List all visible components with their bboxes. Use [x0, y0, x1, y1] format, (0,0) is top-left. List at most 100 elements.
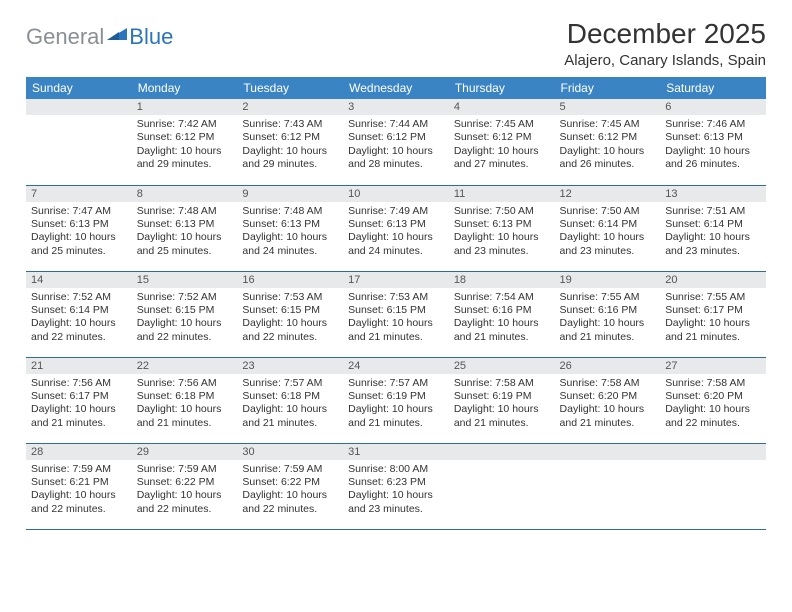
- sunrise-value: 7:48 AM: [178, 205, 217, 217]
- title-block: December 2025 Alajero, Canary Islands, S…: [564, 18, 766, 69]
- daylight-line: Daylight: 10 hours and 25 minutes.: [137, 231, 233, 258]
- day-details: Sunrise: 7:59 AMSunset: 6:21 PMDaylight:…: [26, 460, 132, 521]
- sunset-line: Sunset: 6:22 PM: [242, 476, 338, 489]
- sunrise-line: Sunrise: 7:57 AM: [242, 377, 338, 390]
- sunset-line: Sunset: 6:15 PM: [348, 304, 444, 317]
- sunrise-label: Sunrise:: [242, 205, 281, 217]
- day-number: 27: [660, 358, 766, 374]
- day-number: 30: [237, 444, 343, 460]
- brand-word-gray: General: [26, 24, 104, 50]
- sunrise-label: Sunrise:: [348, 118, 387, 130]
- sunrise-label: Sunrise:: [560, 377, 599, 389]
- calendar-week-row: 28Sunrise: 7:59 AMSunset: 6:21 PMDayligh…: [26, 443, 766, 529]
- sunrise-label: Sunrise:: [137, 205, 176, 217]
- daylight-label: Daylight:: [137, 231, 178, 243]
- daylight-label: Daylight:: [137, 145, 178, 157]
- calendar-day-cell: 31Sunrise: 8:00 AMSunset: 6:23 PMDayligh…: [343, 443, 449, 529]
- day-details: Sunrise: 7:58 AMSunset: 6:20 PMDaylight:…: [555, 374, 661, 435]
- daylight-label: Daylight:: [665, 403, 706, 415]
- sunrise-label: Sunrise:: [348, 463, 387, 475]
- day-number: 5: [555, 99, 661, 115]
- calendar-day-cell: 4Sunrise: 7:45 AMSunset: 6:12 PMDaylight…: [449, 99, 555, 185]
- daylight-line: Daylight: 10 hours and 22 minutes.: [242, 317, 338, 344]
- sunrise-value: 7:48 AM: [284, 205, 323, 217]
- sunset-label: Sunset:: [348, 476, 384, 488]
- weekday-heading: Sunday: [26, 77, 132, 99]
- sunrise-value: 7:59 AM: [284, 463, 323, 475]
- sunrise-value: 7:58 AM: [601, 377, 640, 389]
- sunrise-label: Sunrise:: [665, 205, 704, 217]
- daylight-line: Daylight: 10 hours and 24 minutes.: [348, 231, 444, 258]
- daylight-label: Daylight:: [665, 145, 706, 157]
- daylight-line: Daylight: 10 hours and 23 minutes.: [665, 231, 761, 258]
- daylight-label: Daylight:: [454, 231, 495, 243]
- sunset-line: Sunset: 6:15 PM: [137, 304, 233, 317]
- sunset-label: Sunset:: [560, 304, 596, 316]
- calendar-day-cell: 13Sunrise: 7:51 AMSunset: 6:14 PMDayligh…: [660, 185, 766, 271]
- sunrise-line: Sunrise: 7:46 AM: [665, 118, 761, 131]
- location-subtitle: Alajero, Canary Islands, Spain: [564, 52, 766, 69]
- sunrise-line: Sunrise: 7:48 AM: [137, 205, 233, 218]
- day-number: 23: [237, 358, 343, 374]
- sunrise-line: Sunrise: 7:56 AM: [31, 377, 127, 390]
- daylight-line: Daylight: 10 hours and 26 minutes.: [560, 145, 656, 172]
- sunrise-value: 7:57 AM: [390, 377, 429, 389]
- day-number: [555, 444, 661, 460]
- sunset-line: Sunset: 6:12 PM: [454, 131, 550, 144]
- sunset-line: Sunset: 6:17 PM: [665, 304, 761, 317]
- daylight-label: Daylight:: [31, 317, 72, 329]
- sunrise-value: 7:46 AM: [707, 118, 746, 130]
- day-number: 6: [660, 99, 766, 115]
- sunrise-label: Sunrise:: [560, 291, 599, 303]
- sunrise-label: Sunrise:: [560, 118, 599, 130]
- sunrise-value: 7:58 AM: [707, 377, 746, 389]
- sunrise-value: 7:55 AM: [601, 291, 640, 303]
- day-number: [26, 99, 132, 115]
- calendar-day-cell: 28Sunrise: 7:59 AMSunset: 6:21 PMDayligh…: [26, 443, 132, 529]
- calendar-table: Sunday Monday Tuesday Wednesday Thursday…: [26, 77, 766, 530]
- daylight-label: Daylight:: [560, 145, 601, 157]
- sunrise-label: Sunrise:: [348, 291, 387, 303]
- calendar-day-cell: [26, 99, 132, 185]
- sunset-value: 6:15 PM: [281, 304, 320, 316]
- sunrise-label: Sunrise:: [665, 291, 704, 303]
- calendar-day-cell: 12Sunrise: 7:50 AMSunset: 6:14 PMDayligh…: [555, 185, 661, 271]
- daylight-line: Daylight: 10 hours and 22 minutes.: [137, 489, 233, 516]
- day-number: 16: [237, 272, 343, 288]
- sunrise-value: 7:59 AM: [72, 463, 111, 475]
- day-number: 12: [555, 186, 661, 202]
- calendar-day-cell: 25Sunrise: 7:58 AMSunset: 6:19 PMDayligh…: [449, 357, 555, 443]
- sunrise-value: 7:45 AM: [601, 118, 640, 130]
- sunset-value: 6:22 PM: [175, 476, 214, 488]
- daylight-line: Daylight: 10 hours and 21 minutes.: [348, 403, 444, 430]
- sunset-value: 6:12 PM: [387, 131, 426, 143]
- daylight-label: Daylight:: [560, 403, 601, 415]
- daylight-line: Daylight: 10 hours and 21 minutes.: [560, 317, 656, 344]
- daylight-label: Daylight:: [242, 231, 283, 243]
- sunrise-label: Sunrise:: [137, 377, 176, 389]
- brand-word-blue: Blue: [129, 24, 173, 50]
- calendar-week-row: 1Sunrise: 7:42 AMSunset: 6:12 PMDaylight…: [26, 99, 766, 185]
- daylight-label: Daylight:: [242, 489, 283, 501]
- sunset-value: 6:13 PM: [492, 218, 531, 230]
- sunrise-line: Sunrise: 7:52 AM: [31, 291, 127, 304]
- calendar-week-row: 14Sunrise: 7:52 AMSunset: 6:14 PMDayligh…: [26, 271, 766, 357]
- calendar-day-cell: [449, 443, 555, 529]
- daylight-line: Daylight: 10 hours and 23 minutes.: [454, 231, 550, 258]
- sunrise-label: Sunrise:: [454, 291, 493, 303]
- daylight-label: Daylight:: [137, 489, 178, 501]
- sunrise-line: Sunrise: 7:54 AM: [454, 291, 550, 304]
- sunset-value: 6:14 PM: [70, 304, 109, 316]
- calendar-day-cell: 7Sunrise: 7:47 AMSunset: 6:13 PMDaylight…: [26, 185, 132, 271]
- day-number: 29: [132, 444, 238, 460]
- day-details: Sunrise: 7:55 AMSunset: 6:16 PMDaylight:…: [555, 288, 661, 349]
- daylight-line: Daylight: 10 hours and 26 minutes.: [665, 145, 761, 172]
- sunrise-line: Sunrise: 7:52 AM: [137, 291, 233, 304]
- sunrise-value: 7:50 AM: [601, 205, 640, 217]
- weekday-heading: Tuesday: [237, 77, 343, 99]
- daylight-label: Daylight:: [348, 145, 389, 157]
- sunset-value: 6:12 PM: [598, 131, 637, 143]
- daylight-line: Daylight: 10 hours and 22 minutes.: [31, 489, 127, 516]
- sunrise-label: Sunrise:: [31, 205, 70, 217]
- calendar-day-cell: 3Sunrise: 7:44 AMSunset: 6:12 PMDaylight…: [343, 99, 449, 185]
